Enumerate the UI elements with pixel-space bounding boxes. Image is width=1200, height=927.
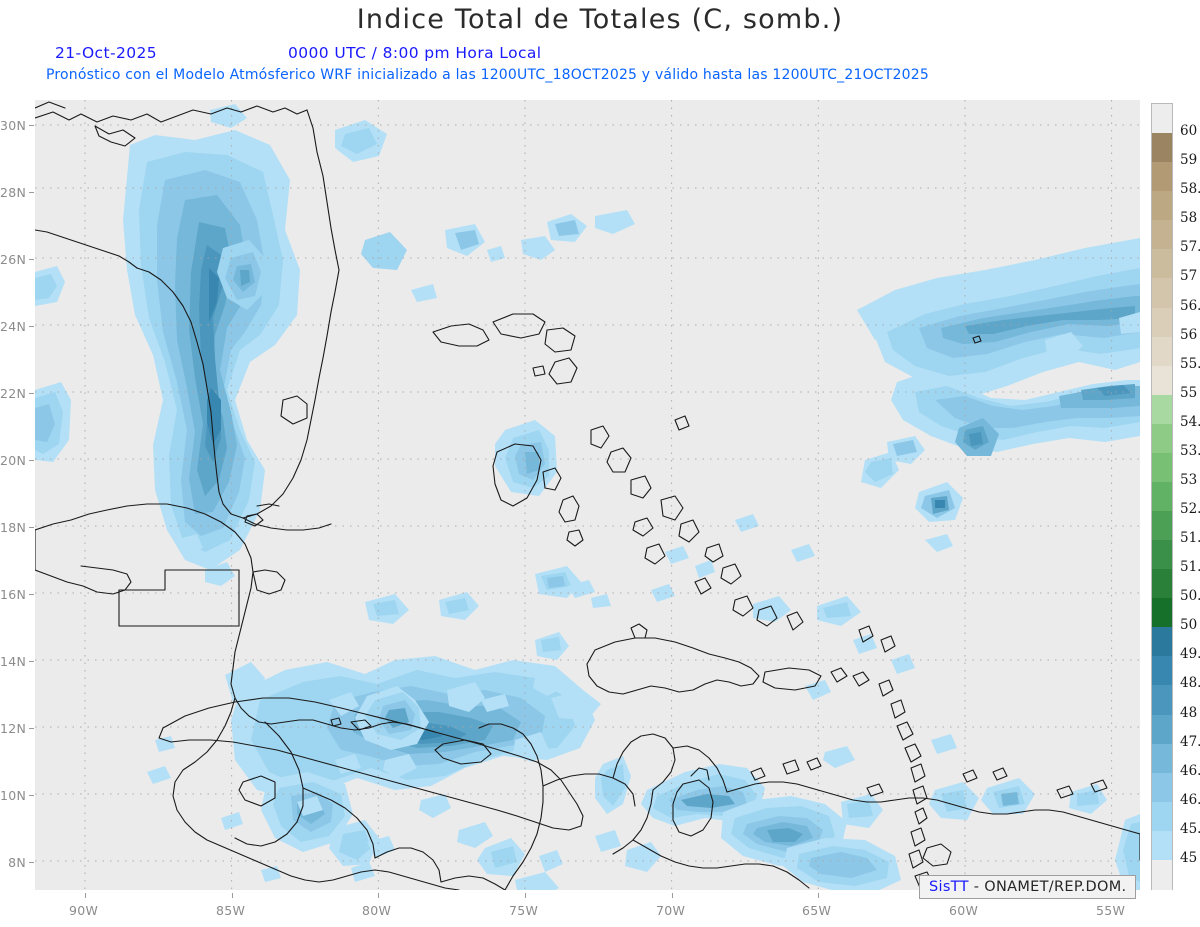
forecast-description: Pronóstico con el Modelo Atmósferico WRF… xyxy=(46,67,929,83)
x-tick-label: 85W xyxy=(216,903,246,918)
colorbar-segment xyxy=(1152,307,1172,338)
y-tick-label: 28N xyxy=(0,185,27,200)
colorbar-tick-label: 55 xyxy=(1180,384,1198,401)
colorbar-segment xyxy=(1152,801,1172,832)
colorbar-tick-label: 56.5 xyxy=(1180,297,1200,314)
colorbar-segment xyxy=(1152,772,1172,803)
colorbar-segment xyxy=(1152,452,1172,483)
colorbar-segment xyxy=(1152,481,1172,512)
colorbar-tick-label: 46.2 xyxy=(1180,791,1200,808)
colorbar-segment xyxy=(1152,511,1172,541)
colorbar-segment xyxy=(1152,423,1172,454)
x-tick-label: 80W xyxy=(362,903,392,918)
colorbar-segment xyxy=(1152,336,1172,367)
colorbar-segment xyxy=(1152,162,1172,192)
y-tick-label: 12N xyxy=(0,721,27,736)
y-tick-label: 26N xyxy=(0,252,27,267)
colorbar-tick-label: 53 xyxy=(1180,471,1198,488)
x-tick-label: 55W xyxy=(1096,903,1126,918)
y-tick-label: 10N xyxy=(0,788,27,803)
colorbar-tick-label: 55.5 xyxy=(1180,355,1200,372)
colorbar-tick-label: 45 xyxy=(1180,849,1198,866)
page-title: Indice Total de Totales (C, somb.) xyxy=(356,4,844,35)
colorbar-segment xyxy=(1152,365,1172,396)
colorbar-segment xyxy=(1152,598,1172,628)
x-tick-label: 90W xyxy=(69,903,99,918)
colorbar-segment xyxy=(1152,714,1172,745)
colorbar-tick-label: 57.5 xyxy=(1180,239,1200,256)
colorbar-segment xyxy=(1152,743,1172,774)
tt-shading-layer xyxy=(35,104,1140,890)
colorbar-tick-label: 47.4 xyxy=(1180,733,1200,750)
colorbar-tick-label: 46.8 xyxy=(1180,762,1200,779)
map-graphic xyxy=(35,100,1140,890)
x-tick-label: 70W xyxy=(656,903,686,918)
colorbar-tick-label: 51.2 xyxy=(1180,559,1200,576)
forecast-time: 0000 UTC / 8:00 pm Hora Local xyxy=(288,44,542,62)
attribution-box: SisTT - ONAMET/REP.DOM. xyxy=(919,875,1137,899)
colorbar-segment xyxy=(1152,220,1172,250)
colorbar-segment xyxy=(1152,104,1172,134)
colorbar-tick-label: 58.5 xyxy=(1180,181,1200,198)
y-tick-label: 30N xyxy=(0,118,27,133)
colorbar-segment xyxy=(1152,191,1172,221)
colorbar-tick-label: 49.2 xyxy=(1180,646,1200,663)
x-tick-label: 65W xyxy=(802,903,832,918)
colorbar-tick-label: 56 xyxy=(1180,326,1198,343)
colorbar-segment xyxy=(1152,569,1172,599)
coastline-layer xyxy=(35,101,1140,890)
colorbar-segment xyxy=(1152,830,1172,861)
colorbar-segment xyxy=(1152,656,1172,687)
colorbar-segment xyxy=(1152,627,1172,657)
colorbar-tick-label: 52.4 xyxy=(1180,501,1200,518)
colorbar-tick-label: 48 xyxy=(1180,704,1198,721)
attribution-owner: ONAMET/REP.DOM. xyxy=(984,879,1127,895)
colorbar-tick-label: 57 xyxy=(1180,268,1198,285)
y-tick-label: 16N xyxy=(0,587,27,602)
colorbar-tick-label: 48.6 xyxy=(1180,675,1200,692)
y-tick-label: 24N xyxy=(0,319,27,334)
y-tick-label: 18N xyxy=(0,520,27,535)
colorbar-tick-label: 50 xyxy=(1180,617,1198,634)
colorbar-tick-label: 50.6 xyxy=(1180,588,1200,605)
colorbar-tick-label: 59 xyxy=(1180,152,1198,169)
map-canvas[interactable] xyxy=(35,100,1140,890)
colorbar-tick-label: 53.6 xyxy=(1180,442,1200,459)
colorbar-segment xyxy=(1152,394,1172,425)
y-tick-label: 8N xyxy=(8,855,26,870)
colorbar-tick-label: 51.8 xyxy=(1180,530,1200,547)
colorbar-segment xyxy=(1152,540,1172,570)
colorbar-segment xyxy=(1152,133,1172,163)
colorbar-segment xyxy=(1152,685,1172,716)
x-tick-label: 75W xyxy=(509,903,539,918)
colorbar-tick-label: 58 xyxy=(1180,210,1198,227)
y-tick-label: 14N xyxy=(0,654,27,669)
forecast-date: 21-Oct-2025 xyxy=(55,44,157,62)
y-tick-label: 22N xyxy=(0,386,27,401)
attribution-separator: - xyxy=(973,879,980,895)
system-name: SisTT xyxy=(929,879,969,895)
colorbar[interactable] xyxy=(1151,103,1173,890)
colorbar-segment xyxy=(1152,249,1172,280)
colorbar-tick-label: 54.2 xyxy=(1180,413,1200,430)
x-tick-label: 60W xyxy=(949,903,979,918)
colorbar-segment xyxy=(1152,278,1172,309)
y-tick-label: 20N xyxy=(0,453,27,468)
colorbar-tick-label: 45.6 xyxy=(1180,820,1200,837)
colorbar-tick-label: 60 xyxy=(1180,123,1198,140)
colorbar-segment xyxy=(1152,859,1172,890)
